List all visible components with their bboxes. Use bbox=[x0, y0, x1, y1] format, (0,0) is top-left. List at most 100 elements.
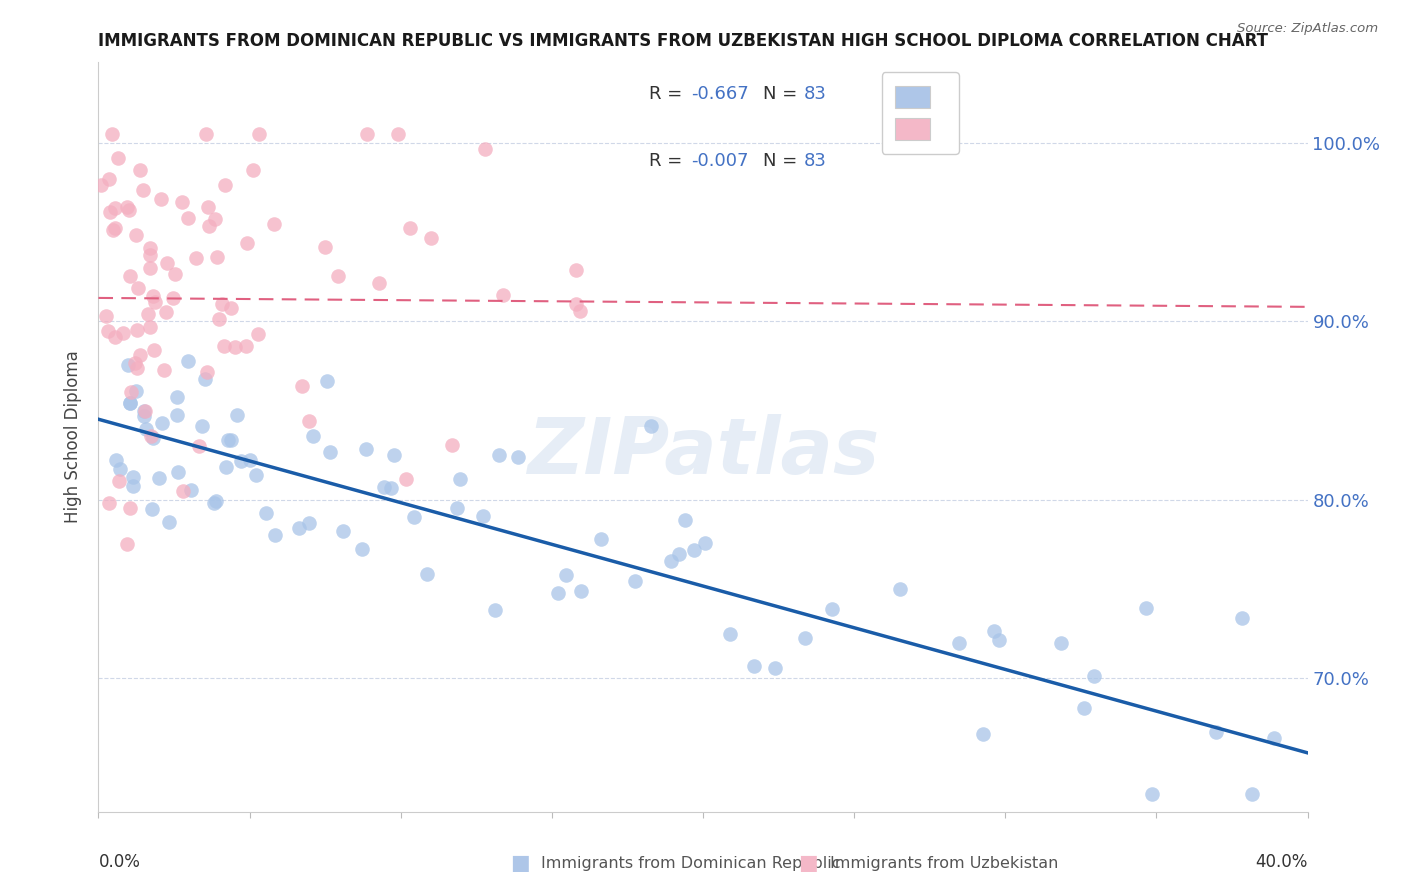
Point bbox=[419, 231, 441, 245]
Point bbox=[125, 323, 148, 337]
Point bbox=[138, 248, 160, 262]
Point bbox=[135, 422, 157, 436]
Point bbox=[263, 218, 285, 232]
Point bbox=[156, 256, 179, 270]
Point bbox=[236, 235, 259, 250]
Point bbox=[90, 178, 112, 193]
Point bbox=[565, 297, 588, 311]
Point bbox=[231, 453, 253, 467]
Point bbox=[104, 201, 127, 215]
Point bbox=[120, 384, 142, 399]
Point bbox=[142, 343, 165, 358]
Point bbox=[166, 390, 188, 404]
Point bbox=[132, 183, 155, 197]
Legend: , : , bbox=[882, 72, 959, 154]
Point bbox=[184, 252, 207, 266]
Point bbox=[143, 295, 166, 310]
Point bbox=[298, 414, 321, 428]
Point bbox=[125, 384, 148, 399]
Point bbox=[368, 277, 391, 291]
Point bbox=[108, 474, 131, 488]
Point bbox=[97, 496, 120, 510]
Text: ■: ■ bbox=[510, 854, 530, 873]
Point bbox=[328, 268, 350, 283]
Point bbox=[1073, 701, 1095, 715]
Point bbox=[564, 262, 586, 277]
Point bbox=[682, 543, 704, 558]
Point bbox=[122, 470, 145, 484]
Point bbox=[314, 240, 336, 254]
Point bbox=[129, 348, 152, 362]
Point bbox=[205, 250, 228, 264]
Point bbox=[107, 152, 129, 166]
Text: 83: 83 bbox=[803, 85, 827, 103]
Point bbox=[166, 408, 188, 422]
Point bbox=[190, 418, 212, 433]
Point bbox=[115, 537, 138, 551]
Point bbox=[211, 297, 233, 311]
Text: R =: R = bbox=[648, 153, 688, 170]
Point bbox=[373, 480, 395, 494]
Text: ZIPatlas: ZIPatlas bbox=[527, 414, 879, 490]
Point bbox=[659, 554, 682, 568]
Point bbox=[142, 431, 165, 445]
Point bbox=[1083, 668, 1105, 682]
Point bbox=[1050, 636, 1073, 650]
Text: N =: N = bbox=[763, 85, 803, 103]
Point bbox=[239, 453, 262, 467]
Point bbox=[134, 404, 156, 418]
Point bbox=[350, 541, 373, 556]
Point bbox=[471, 508, 494, 523]
Point bbox=[821, 602, 844, 616]
Point bbox=[288, 521, 311, 535]
Point bbox=[474, 142, 496, 156]
Point bbox=[108, 462, 131, 476]
Point bbox=[194, 372, 217, 386]
Point bbox=[948, 636, 970, 650]
Point bbox=[571, 583, 593, 598]
Point bbox=[128, 163, 150, 178]
Point bbox=[555, 568, 578, 582]
Text: Source: ZipAtlas.com: Source: ZipAtlas.com bbox=[1237, 22, 1378, 36]
Y-axis label: High School Diploma: High School Diploma bbox=[65, 351, 83, 524]
Point bbox=[640, 419, 662, 434]
Text: ■: ■ bbox=[799, 854, 818, 873]
Point bbox=[157, 515, 180, 529]
Point bbox=[205, 494, 228, 508]
Point bbox=[569, 303, 592, 318]
Point bbox=[254, 506, 277, 520]
Point bbox=[150, 192, 173, 206]
Point bbox=[162, 291, 184, 305]
Point bbox=[172, 483, 194, 498]
Point bbox=[399, 220, 422, 235]
Point bbox=[1205, 724, 1227, 739]
Point bbox=[127, 361, 149, 376]
Point bbox=[202, 496, 225, 510]
Point bbox=[141, 502, 163, 516]
Point bbox=[194, 127, 217, 141]
Point bbox=[148, 471, 170, 485]
Point bbox=[118, 395, 141, 409]
Point bbox=[492, 287, 515, 301]
Point bbox=[187, 439, 209, 453]
Text: R =: R = bbox=[648, 85, 688, 103]
Point bbox=[142, 289, 165, 303]
Point bbox=[793, 631, 815, 645]
Point bbox=[1263, 731, 1285, 746]
Point bbox=[446, 501, 468, 516]
Text: N =: N = bbox=[763, 153, 803, 170]
Point bbox=[972, 727, 994, 741]
Point bbox=[98, 205, 121, 219]
Point bbox=[301, 429, 323, 443]
Point bbox=[118, 501, 141, 516]
Text: IMMIGRANTS FROM DOMINICAN REPUBLIC VS IMMIGRANTS FROM UZBEKISTAN HIGH SCHOOL DIP: IMMIGRANTS FROM DOMINICAN REPUBLIC VS IM… bbox=[98, 32, 1268, 50]
Point bbox=[139, 260, 162, 275]
Point bbox=[395, 472, 418, 486]
Point bbox=[134, 404, 156, 418]
Point bbox=[318, 444, 340, 458]
Point bbox=[139, 429, 162, 443]
Point bbox=[298, 516, 321, 531]
Point bbox=[624, 574, 647, 589]
Point bbox=[177, 354, 200, 368]
Point bbox=[121, 479, 143, 493]
